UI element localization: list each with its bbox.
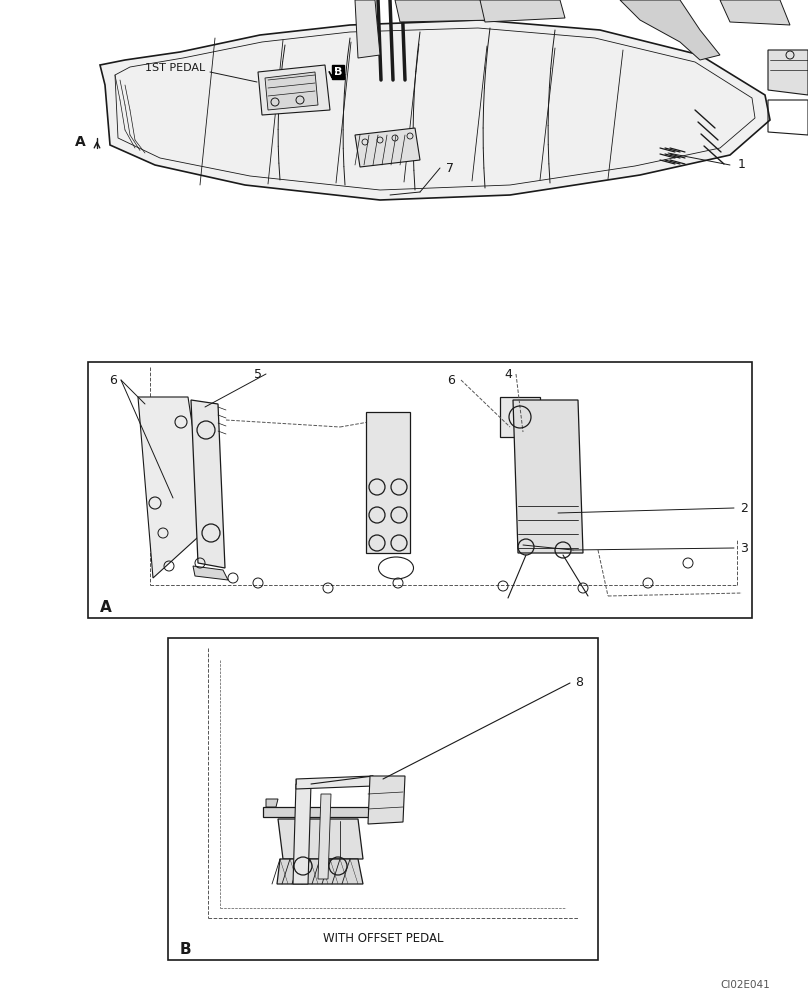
Text: 2: 2 (740, 502, 748, 514)
Polygon shape (138, 397, 208, 578)
Polygon shape (368, 776, 405, 824)
Text: A: A (74, 135, 86, 149)
Polygon shape (768, 50, 808, 95)
Text: B: B (180, 942, 191, 958)
Polygon shape (395, 0, 495, 22)
Polygon shape (355, 0, 380, 58)
Text: 4: 4 (504, 367, 512, 380)
Polygon shape (293, 784, 311, 884)
Polygon shape (318, 794, 331, 879)
Bar (168, 638, 598, 960)
Polygon shape (100, 20, 770, 200)
Text: 5: 5 (254, 367, 262, 380)
Text: 7: 7 (446, 161, 454, 174)
Polygon shape (296, 776, 373, 789)
Polygon shape (266, 799, 278, 807)
Text: 1: 1 (738, 158, 746, 172)
Text: A: A (100, 600, 112, 615)
Text: 8: 8 (575, 676, 583, 690)
Text: WITH OFFSET PEDAL: WITH OFFSET PEDAL (322, 932, 444, 944)
Polygon shape (513, 400, 583, 553)
Text: CI02E041: CI02E041 (720, 980, 770, 990)
Polygon shape (480, 0, 565, 22)
Text: 6: 6 (109, 373, 117, 386)
Text: 6: 6 (447, 373, 455, 386)
Text: B: B (334, 67, 342, 77)
Polygon shape (620, 0, 720, 60)
Polygon shape (258, 65, 330, 115)
Polygon shape (278, 819, 363, 859)
Polygon shape (366, 412, 410, 553)
Polygon shape (277, 859, 363, 884)
Polygon shape (191, 400, 225, 568)
Polygon shape (263, 807, 373, 817)
Text: 1ST PEDAL: 1ST PEDAL (145, 63, 205, 73)
Polygon shape (265, 72, 318, 110)
Bar (88, 362, 752, 618)
Polygon shape (193, 566, 228, 580)
Polygon shape (500, 397, 540, 437)
Polygon shape (355, 128, 420, 167)
Polygon shape (720, 0, 790, 25)
Text: 3: 3 (740, 542, 748, 554)
